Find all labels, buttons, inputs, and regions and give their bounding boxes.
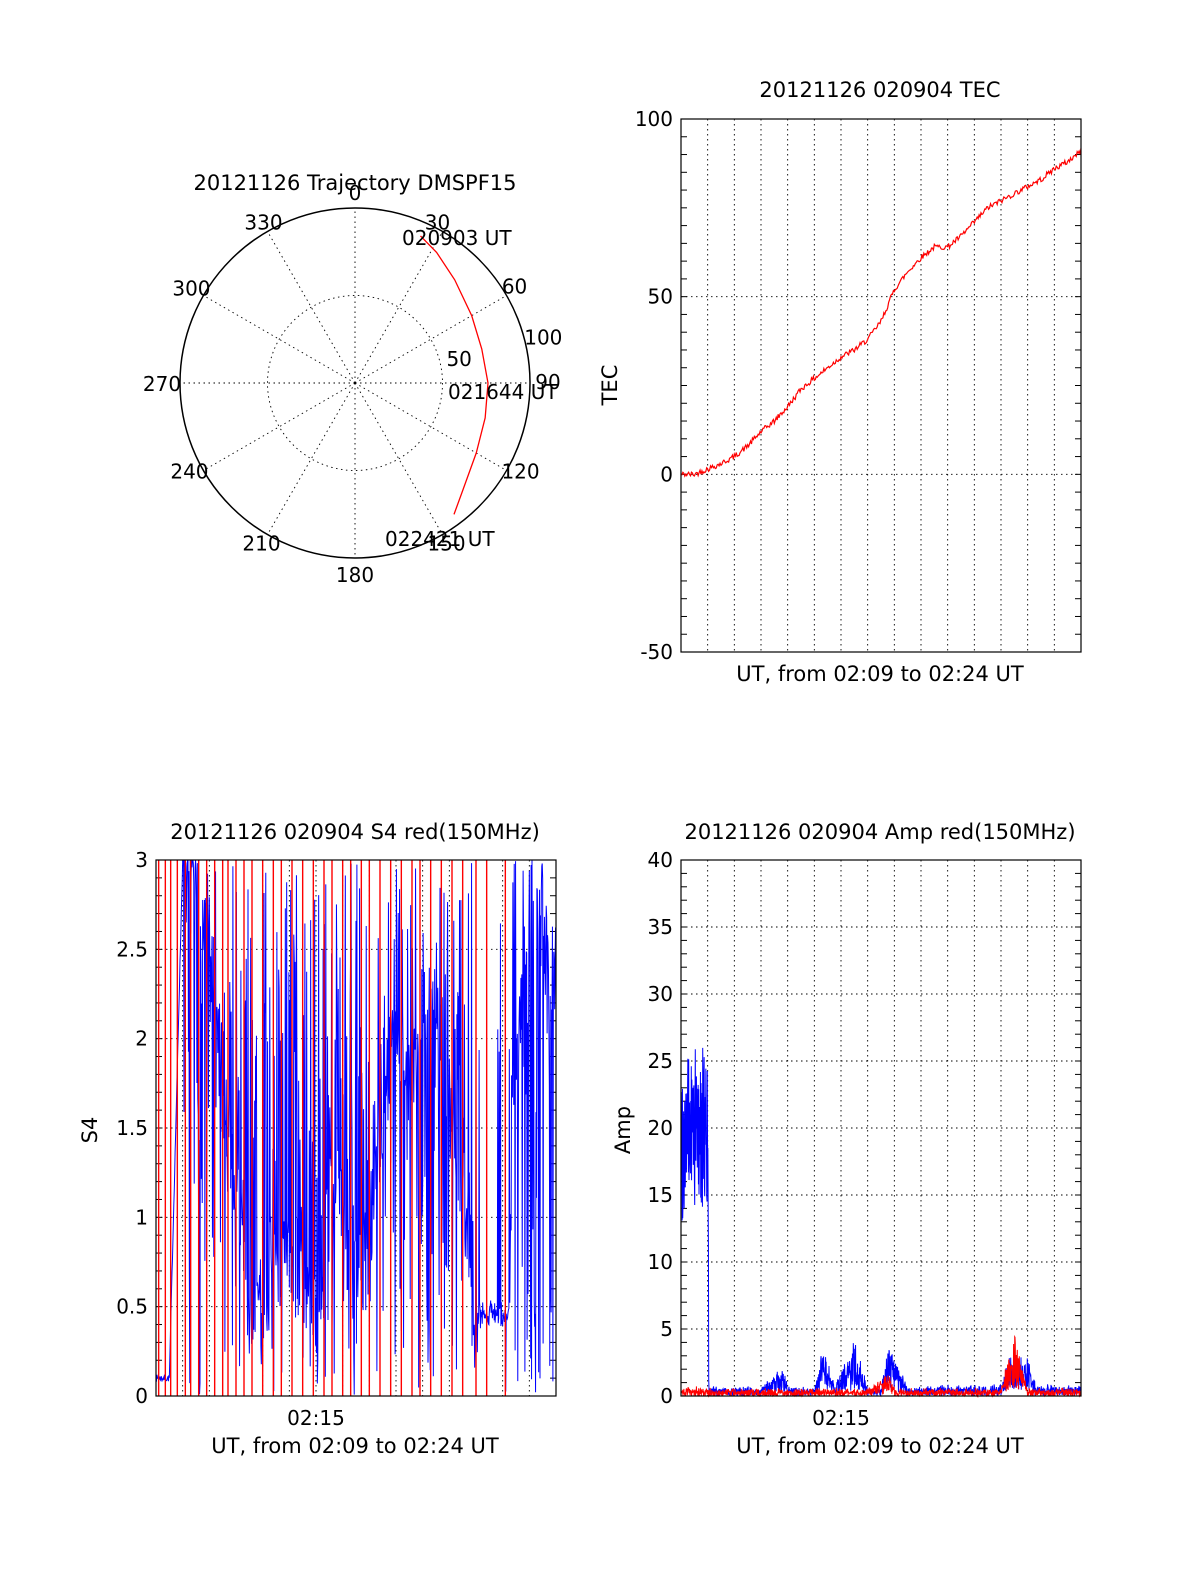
polar-trajectory-line xyxy=(420,235,489,515)
s4-y-tick-0.5: 0.5 xyxy=(116,1295,148,1319)
s4-plot-frame xyxy=(155,859,557,1397)
amp-y-tick-30: 30 xyxy=(648,982,673,1006)
polar-angle-label-30: 30 xyxy=(425,210,450,234)
s4-red-series xyxy=(157,860,507,1396)
amp-y-tick-5: 5 xyxy=(660,1317,673,1341)
tec-y-tick-50: 50 xyxy=(648,285,673,309)
tec-grid xyxy=(681,118,1081,653)
tec-y-tick--50: -50 xyxy=(640,640,673,664)
polar-angle-label-120: 120 xyxy=(501,460,539,484)
polar-grid xyxy=(180,208,530,558)
polar-angle-label-90: 90 xyxy=(535,370,560,394)
tec-plot-frame xyxy=(680,118,1082,653)
polar-outer-circle xyxy=(179,207,531,559)
amp-x-tick-label: 02:15 xyxy=(812,1406,870,1430)
polar-angle-label-270: 270 xyxy=(143,372,181,396)
amp-title: 20121126 020904 Amp red(150MHz) xyxy=(684,820,1075,844)
amp-x-axis-label: UT, from 02:09 to 02:24 UT xyxy=(736,1434,1024,1458)
polar-radial-label-50: 50 xyxy=(446,347,471,371)
amp-y-tick-20: 20 xyxy=(648,1116,673,1140)
polar-angle-label-300: 300 xyxy=(172,277,210,301)
polar-radial-labels: 50 100 xyxy=(446,326,562,371)
s4-y-tick-2: 2 xyxy=(135,1027,148,1051)
polar-spoke-240 xyxy=(203,382,356,471)
polar-spoke-120 xyxy=(354,382,507,471)
s4-chart: 20121126 020904 S4 red(150MHz) 0 0.5 1 1.5 2… xyxy=(78,820,557,1458)
annotation-start-time: 020903 UT xyxy=(402,226,512,250)
tec-title: 20121126 020904 TEC xyxy=(759,78,1000,102)
s4-title: 20121126 020904 S4 red(150MHz) xyxy=(170,820,540,844)
tec-chart: 20121126 020904 TEC -50 0 50 100 TEC UT, fr… xyxy=(598,78,1082,686)
amp-y-tick-10: 10 xyxy=(648,1250,673,1274)
polar-radial-label-100: 100 xyxy=(524,326,562,350)
amp-y-tick-35: 35 xyxy=(648,915,673,939)
amp-y-tick-40: 40 xyxy=(648,848,673,872)
s4-y-tick-0: 0 xyxy=(135,1384,148,1408)
annotation-end-time: 022421 UT xyxy=(385,527,495,551)
amp-plot-frame xyxy=(680,859,1082,1397)
annotation-mid-time: 021644 UT xyxy=(448,380,558,404)
amp-chart: 20121126 020904 Amp red(150MHz) 0 5 10 15 20… xyxy=(611,820,1082,1458)
s4-y-tick-3: 3 xyxy=(135,848,148,872)
s4-y-axis-label: S4 xyxy=(78,1117,102,1144)
s4-x-tick-label: 02:15 xyxy=(287,1406,345,1430)
polar-spoke-30 xyxy=(354,231,443,384)
tec-y-tick-labels: -50 0 50 100 xyxy=(635,107,673,664)
amp-y-axis-label: Amp xyxy=(611,1106,635,1154)
amp-series xyxy=(680,1047,1082,1398)
amp-y-tick-15: 15 xyxy=(648,1183,673,1207)
polar-trajectory-series xyxy=(420,235,489,515)
tec-series xyxy=(680,148,1082,478)
polar-ring-50 xyxy=(267,295,443,471)
tec-y-tick-0: 0 xyxy=(660,462,673,486)
tec-y-axis-label: TEC xyxy=(598,365,622,407)
polar-spoke-60 xyxy=(354,295,507,384)
s4-x-axis-label: UT, from 02:09 to 02:24 UT xyxy=(211,1434,499,1458)
s4-blue-series xyxy=(155,859,557,1395)
amp-grid xyxy=(681,859,1081,1397)
polar-spoke-210 xyxy=(267,382,356,535)
s4-y-tick-labels: 0 0.5 1 1.5 2 2.5 3 xyxy=(116,848,148,1408)
tec-x-axis-label: UT, from 02:09 to 02:24 UT xyxy=(736,662,1024,686)
polar-angle-label-150: 150 xyxy=(427,532,465,556)
polar-angle-label-60: 60 xyxy=(502,275,527,299)
polar-angle-label-180: 180 xyxy=(336,563,374,587)
polar-spoke-300 xyxy=(203,295,356,384)
polar-spoke-150 xyxy=(354,382,443,535)
tec-y-tick-100: 100 xyxy=(635,107,673,131)
s4-y-tick-1: 1 xyxy=(135,1205,148,1229)
amp-y-tick-25: 25 xyxy=(648,1049,673,1073)
polar-angle-labels: 0 30 60 90 120 150 180 210 240 270 300 330 xyxy=(143,181,561,587)
polar-spoke-330 xyxy=(267,231,356,384)
polar-angle-label-210: 210 xyxy=(242,532,280,556)
amp-y-tick-labels: 0 5 10 15 20 25 30 35 40 xyxy=(648,848,673,1408)
polar-angle-label-240: 240 xyxy=(170,460,208,484)
trajectory-title: 20121126 Trajectory DMSPF15 xyxy=(193,171,516,195)
s4-series xyxy=(155,859,557,1396)
amp-red-series xyxy=(680,1334,1082,1398)
s4-y-tick-1.5: 1.5 xyxy=(116,1116,148,1140)
polar-angle-label-330: 330 xyxy=(244,210,282,234)
polar-angle-label-0: 0 xyxy=(349,181,362,205)
tec-series-line xyxy=(680,148,1082,478)
s4-y-tick-2.5: 2.5 xyxy=(116,937,148,961)
trajectory-polar-chart: 20121126 Trajectory DMSPF15 0 30 60 90 120 15… xyxy=(143,171,563,587)
amp-y-tick-0: 0 xyxy=(660,1384,673,1408)
amp-blue-series xyxy=(680,1047,1082,1398)
